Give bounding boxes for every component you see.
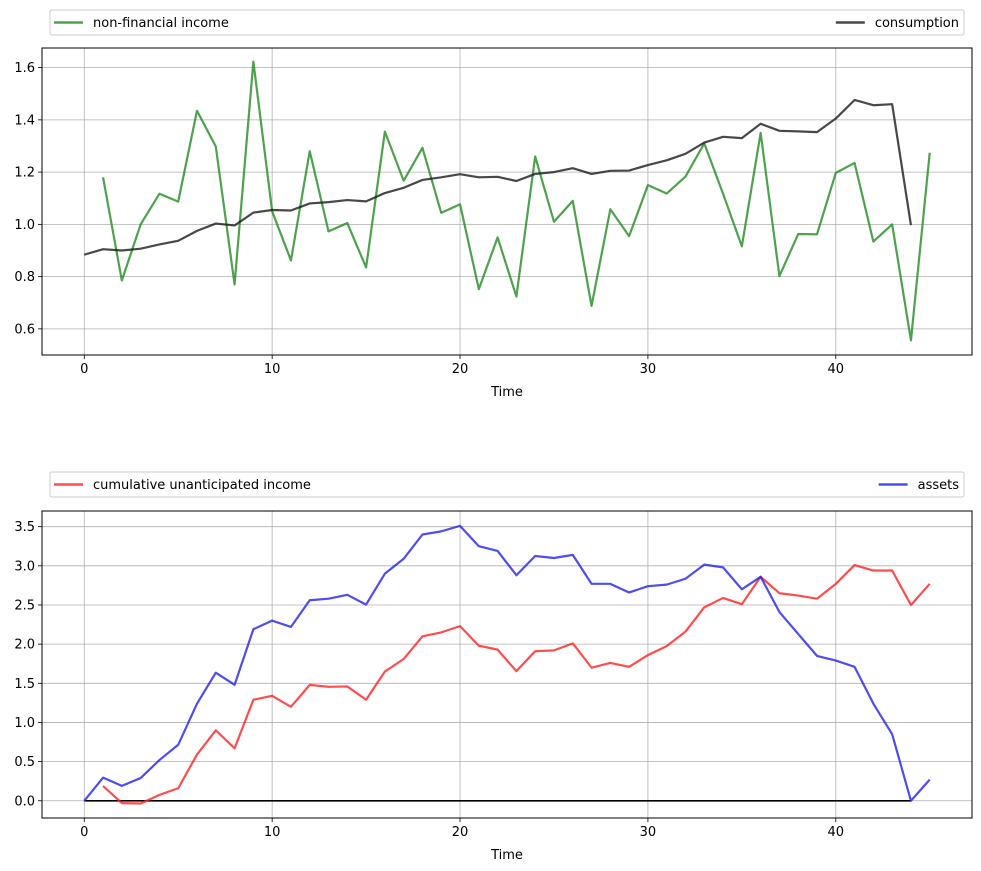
top-chart-panel: 0 10 20 30 40 0.6 0.8 1.0 1.2 1.4 1.6 Time non-fin… (14, 9, 973, 400)
y-tick-label: 2.5 (14, 598, 35, 613)
top-chart-frame (41, 47, 973, 356)
legend-label-non-financial-income: non-financial income (93, 16, 229, 31)
bottom-chart-series (83, 524, 931, 805)
y-tick-label: 3.0 (14, 559, 35, 574)
x-tick-label: 20 (452, 825, 469, 840)
top-chart-ticks: 0 10 20 30 40 0.6 0.8 1.0 1.2 1.4 1.6 (14, 61, 844, 377)
y-tick-label: 1.0 (14, 716, 35, 731)
y-tick-label: 0.0 (14, 794, 35, 809)
x-tick-label: 0 (80, 362, 88, 377)
bottom-legend-box (49, 471, 965, 498)
series-line-non-financial-income (101, 60, 931, 342)
x-tick-label: 30 (640, 362, 657, 377)
y-tick-label: 1.6 (14, 61, 35, 76)
y-tick-label: 0.8 (14, 270, 35, 285)
bottom-chart-grid (42, 511, 972, 818)
top-chart-legend: non-financial income consumption (49, 9, 965, 36)
legend-label-cumulative-unanticipated-income: cumulative unanticipated income (93, 478, 311, 493)
y-tick-label: 0.6 (14, 322, 35, 337)
x-tick-label: 0 (80, 825, 88, 840)
series-line-cumulative-unanticipated-income (102, 563, 931, 805)
bottom-chart-panel: 0 10 20 30 40 0.0 0.5 1.0 1.5 2.0 2.5 3.0 3.5 Time c… (14, 471, 973, 863)
y-tick-label: 2.0 (14, 638, 35, 653)
top-chart-grid (42, 48, 972, 355)
x-tick-label: 40 (828, 362, 845, 377)
legend-label-assets: assets (918, 478, 960, 493)
series-line-assets (83, 524, 931, 802)
x-tick-label: 10 (264, 825, 281, 840)
legend-label-consumption: consumption (875, 16, 959, 31)
top-chart-xlabel: Time (490, 385, 523, 400)
y-tick-label: 0.5 (14, 755, 35, 770)
y-tick-label: 1.4 (14, 113, 35, 128)
bottom-chart-legend: cumulative unanticipated income assets (49, 471, 965, 498)
y-tick-label: 1.0 (14, 218, 35, 233)
bottom-chart-xlabel: Time (490, 848, 523, 863)
x-tick-label: 40 (828, 825, 845, 840)
bottom-chart-frame (41, 510, 973, 819)
x-tick-label: 30 (640, 825, 657, 840)
series-line-consumption (83, 98, 913, 256)
x-tick-label: 20 (452, 362, 469, 377)
bottom-chart-ticks: 0 10 20 30 40 0.0 0.5 1.0 1.5 2.0 2.5 3.0 3.5 (14, 520, 844, 840)
y-tick-label: 1.5 (14, 677, 35, 692)
top-chart-series (83, 60, 931, 342)
top-legend-box (49, 9, 965, 36)
x-tick-label: 10 (264, 362, 281, 377)
y-tick-label: 1.2 (14, 166, 35, 181)
y-tick-label: 3.5 (14, 520, 35, 535)
